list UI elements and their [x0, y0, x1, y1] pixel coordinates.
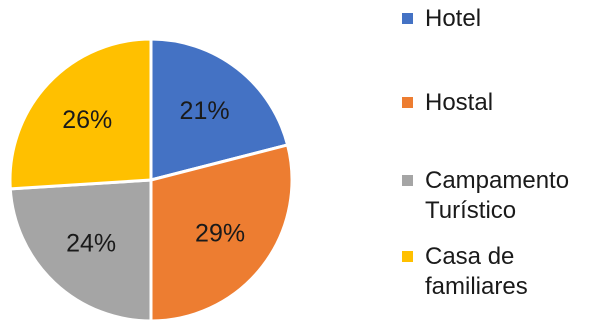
pie-slices — [8, 37, 294, 321]
legend-item-campamento: Campamento Turístico — [402, 166, 603, 226]
legend-label-hostal: Hostal — [425, 89, 494, 116]
data-label-hotel: 21% — [180, 97, 230, 125]
legend-swatch-hotel — [402, 13, 413, 24]
data-label-campamento: 24% — [66, 230, 116, 258]
legend-item-hotel: Hotel — [402, 4, 603, 34]
pie-slice-hostal — [149, 143, 294, 321]
legend-swatch-campamento — [402, 175, 413, 186]
legend-label-hotel: Hotel — [425, 5, 482, 32]
pie-slice-hotel — [149, 37, 290, 182]
legend-item-casa: Casa de familiares — [402, 242, 603, 302]
legend-swatch-hostal — [402, 97, 413, 108]
data-label-hostal: 29% — [195, 220, 245, 248]
pie-slice-campamento — [8, 178, 153, 321]
data-label-casa: 26% — [62, 106, 112, 134]
legend-swatch-casa — [402, 251, 413, 262]
legend-item-hostal: Hostal — [402, 88, 603, 118]
pie-data-labels: 21% 29% 24% 26% — [62, 97, 245, 258]
legend-label-casa: Casa de familiares — [425, 243, 528, 300]
legend-label-campamento: Campamento Turístico — [425, 167, 570, 224]
pie-slice-casa — [8, 37, 153, 191]
